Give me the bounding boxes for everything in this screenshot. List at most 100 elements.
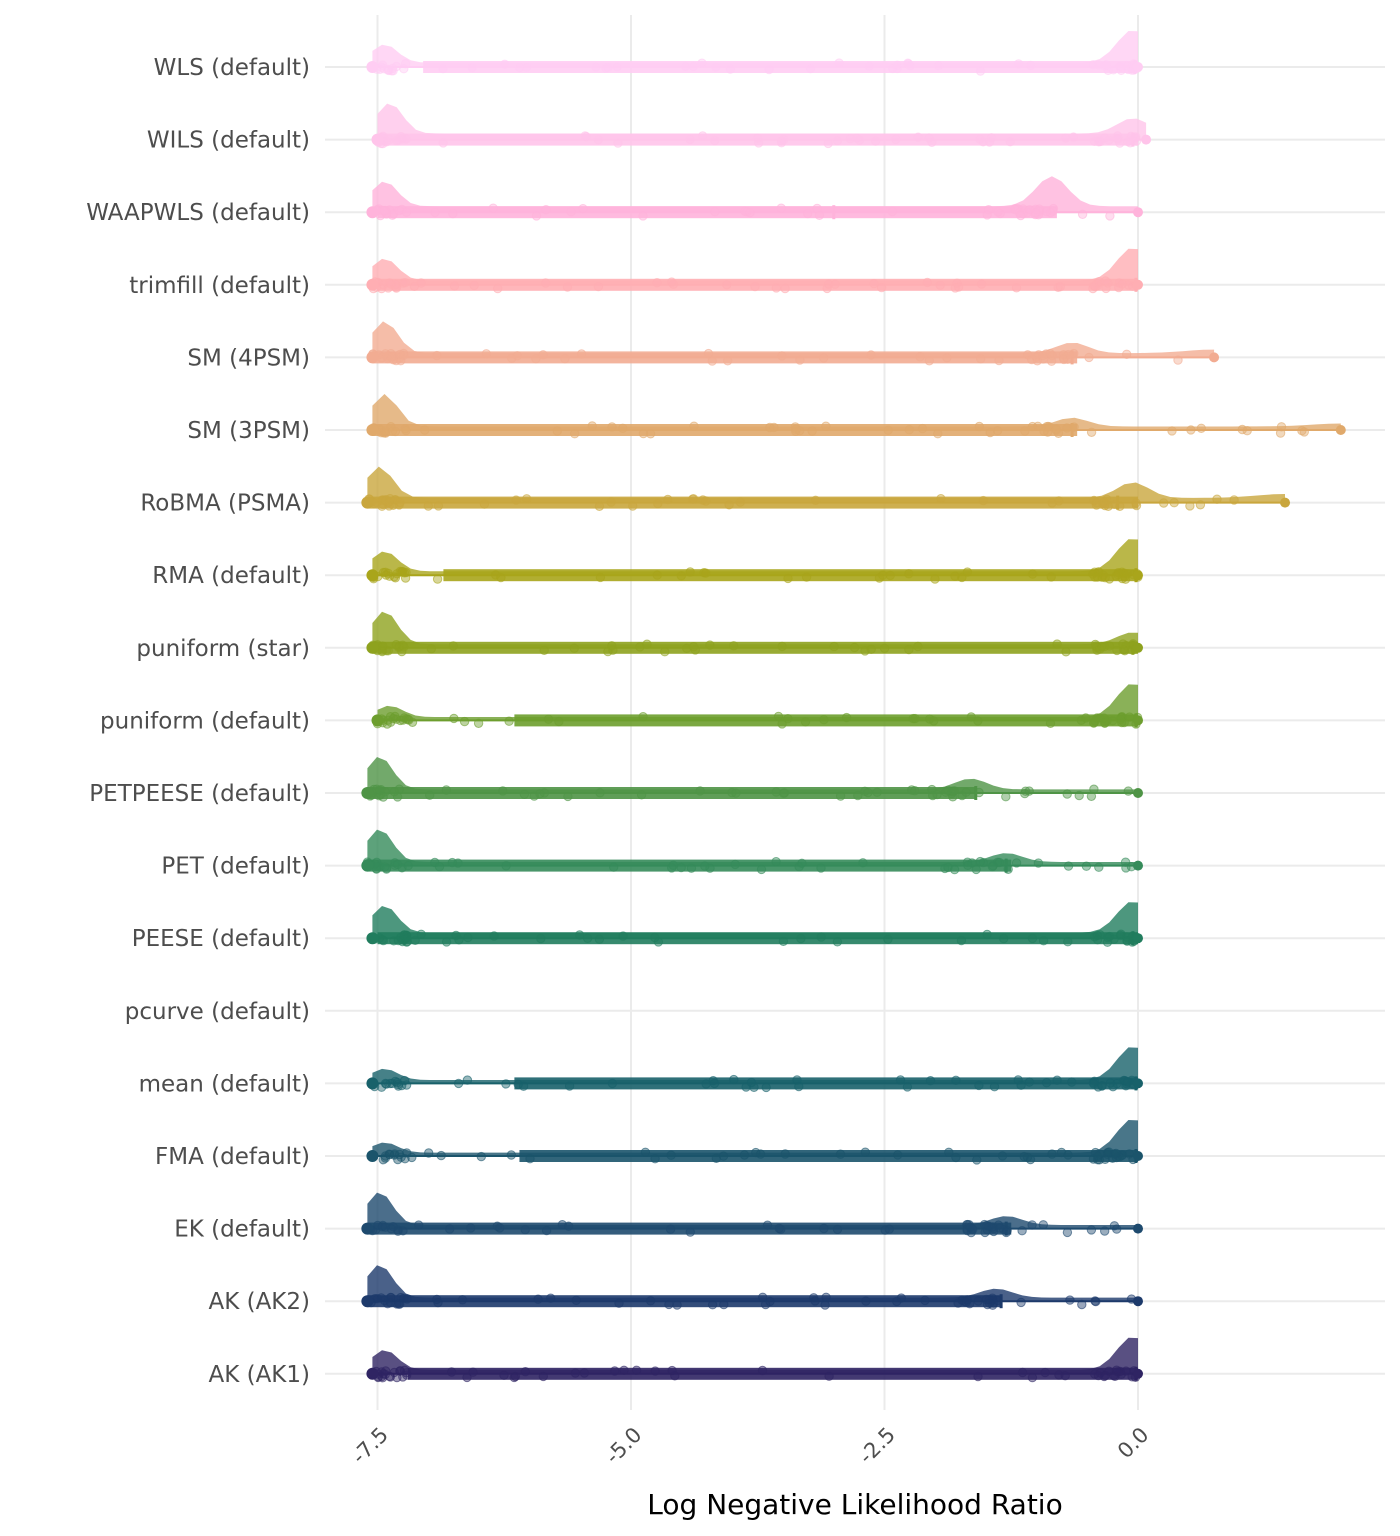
data-point [603,62,613,73]
data-point [707,1300,718,1310]
data-point [884,1224,894,1234]
min-point [361,787,374,799]
data-point [531,354,541,364]
min-point [361,1295,374,1308]
data-point [814,210,825,221]
data-point [1019,1151,1029,1162]
data-point [522,494,532,504]
data-point [495,1223,505,1233]
data-point [1122,936,1132,946]
box [372,424,1078,436]
y-tick-label: WAAPWLS (default) [86,200,310,226]
data-point [913,132,923,142]
data-point [380,862,390,872]
data-point [1086,1225,1097,1235]
box [377,932,1138,945]
y-tick-label: SM (3PSM) [187,418,310,444]
data-point [570,429,580,439]
max-point [1133,788,1143,798]
data-point [1086,791,1097,801]
data-point [819,715,829,725]
category-group [366,539,1143,584]
data-point [754,138,764,148]
data-point [973,1296,983,1306]
data-point [566,207,576,217]
data-point [1068,132,1079,142]
data-point [389,787,399,797]
data-point [507,353,517,363]
data-point [783,573,793,584]
data-point [810,1296,820,1306]
data-point [594,934,605,944]
data-point [462,1075,473,1085]
data-point [812,203,822,214]
max-point [1133,1296,1143,1307]
data-point [973,716,983,726]
data-point [540,278,551,288]
data-point [1027,1220,1037,1230]
box [514,1077,1138,1090]
data-point [722,280,732,290]
data-point [922,277,932,288]
min-point [366,1150,379,1162]
data-point [379,206,389,216]
data-point [933,60,944,71]
data-point [446,1367,457,1377]
data-point [393,1079,403,1090]
data-point [896,1293,906,1303]
data-point [1061,647,1071,657]
data-point [1005,137,1015,147]
data-point [395,497,405,508]
data-point [932,789,942,800]
y-tick-label: puniform (star) [136,636,310,662]
data-point [779,788,790,798]
data-point [974,1080,984,1091]
data-point [794,1081,804,1092]
data-point [499,1370,509,1380]
data-point [1113,131,1123,141]
data-point [665,1224,676,1234]
data-point [950,571,960,581]
data-point [441,937,452,947]
data-point [698,131,708,141]
data-point [876,282,887,293]
data-point [810,495,821,505]
max-point [1133,860,1143,871]
data-point [1086,427,1097,437]
data-point [580,131,590,141]
data-point [887,206,898,217]
data-point [1062,789,1072,799]
data-point [531,211,542,221]
data-point [745,207,755,218]
data-point [563,791,573,802]
data-point [1094,862,1104,872]
data-point [904,425,914,435]
data-point [645,1296,656,1306]
data-point [522,62,532,72]
data-point [729,641,739,651]
data-point [631,1365,642,1376]
data-point [1040,1367,1050,1378]
data-point [723,356,733,366]
data-point [1123,136,1133,147]
data-point [1212,494,1222,504]
data-point [834,58,844,68]
min-point [361,496,374,509]
data-point [1027,1372,1038,1383]
data-point [1299,427,1310,437]
data-point [870,136,881,146]
data-point [1077,209,1088,220]
data-point [774,1223,784,1234]
data-point [910,713,920,724]
min-point [361,1222,374,1235]
data-point [511,495,521,505]
data-point [1052,1075,1062,1085]
data-point [520,1225,530,1235]
data-point [964,1220,974,1230]
data-point [388,209,399,219]
box [367,787,976,799]
data-point [866,350,876,360]
data-point [1001,792,1011,802]
data-point [539,645,549,655]
data-point [1033,858,1044,868]
